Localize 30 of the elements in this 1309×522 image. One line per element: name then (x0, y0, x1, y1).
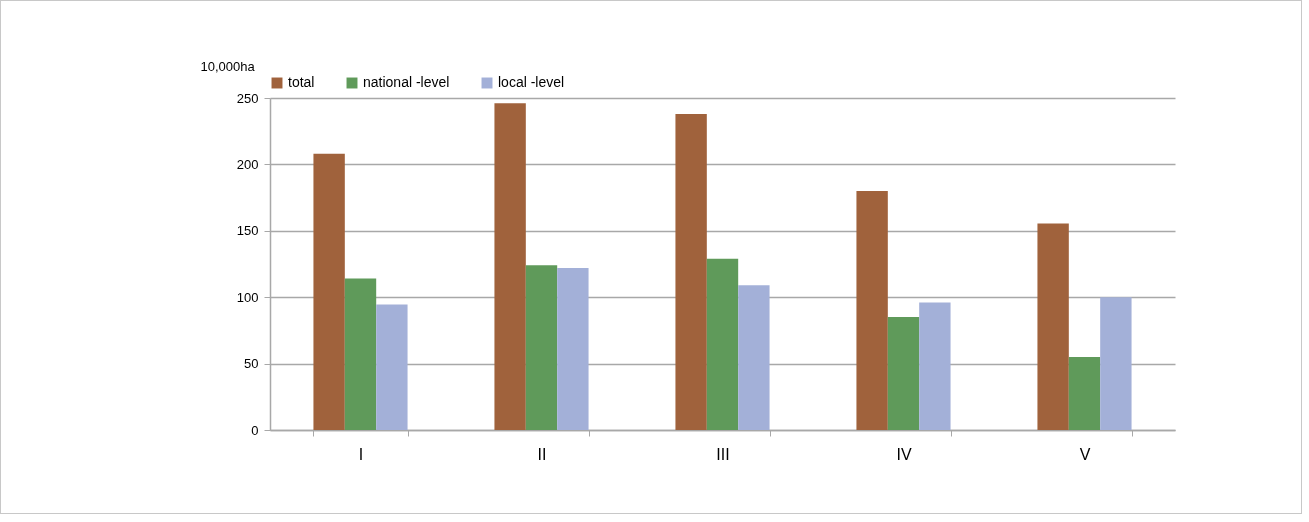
bar (344, 278, 377, 430)
y-tick-label: 200 (236, 156, 259, 172)
bar (887, 317, 920, 430)
y-tick-label: 0 (251, 422, 259, 438)
legend-label: total (288, 74, 315, 90)
bar (494, 103, 526, 430)
x-tick-label: I (358, 445, 364, 463)
bar (1100, 297, 1132, 430)
bar (675, 113, 707, 430)
y-tick-label: 150 (236, 223, 259, 239)
x-tick-label: IV (896, 445, 912, 463)
bar (1068, 356, 1101, 430)
legend-label: national -level (363, 74, 450, 90)
x-tick-label: V (1079, 445, 1091, 463)
legend-label: local -level (498, 74, 565, 90)
bar (706, 258, 739, 430)
bar (738, 285, 770, 430)
x-tick-label: III (716, 445, 730, 463)
bar (557, 267, 589, 430)
y-axis-title: 10,000ha (200, 58, 256, 74)
bar (376, 304, 408, 430)
y-tick-label: 250 (236, 90, 259, 106)
bar (525, 265, 558, 430)
y-tick-label: 50 (244, 356, 259, 372)
bar (919, 302, 951, 430)
y-tick-label: 100 (236, 289, 259, 305)
x-tick-label: II (537, 445, 547, 463)
bar (313, 153, 345, 430)
bar (1037, 223, 1069, 430)
bar (856, 190, 888, 430)
